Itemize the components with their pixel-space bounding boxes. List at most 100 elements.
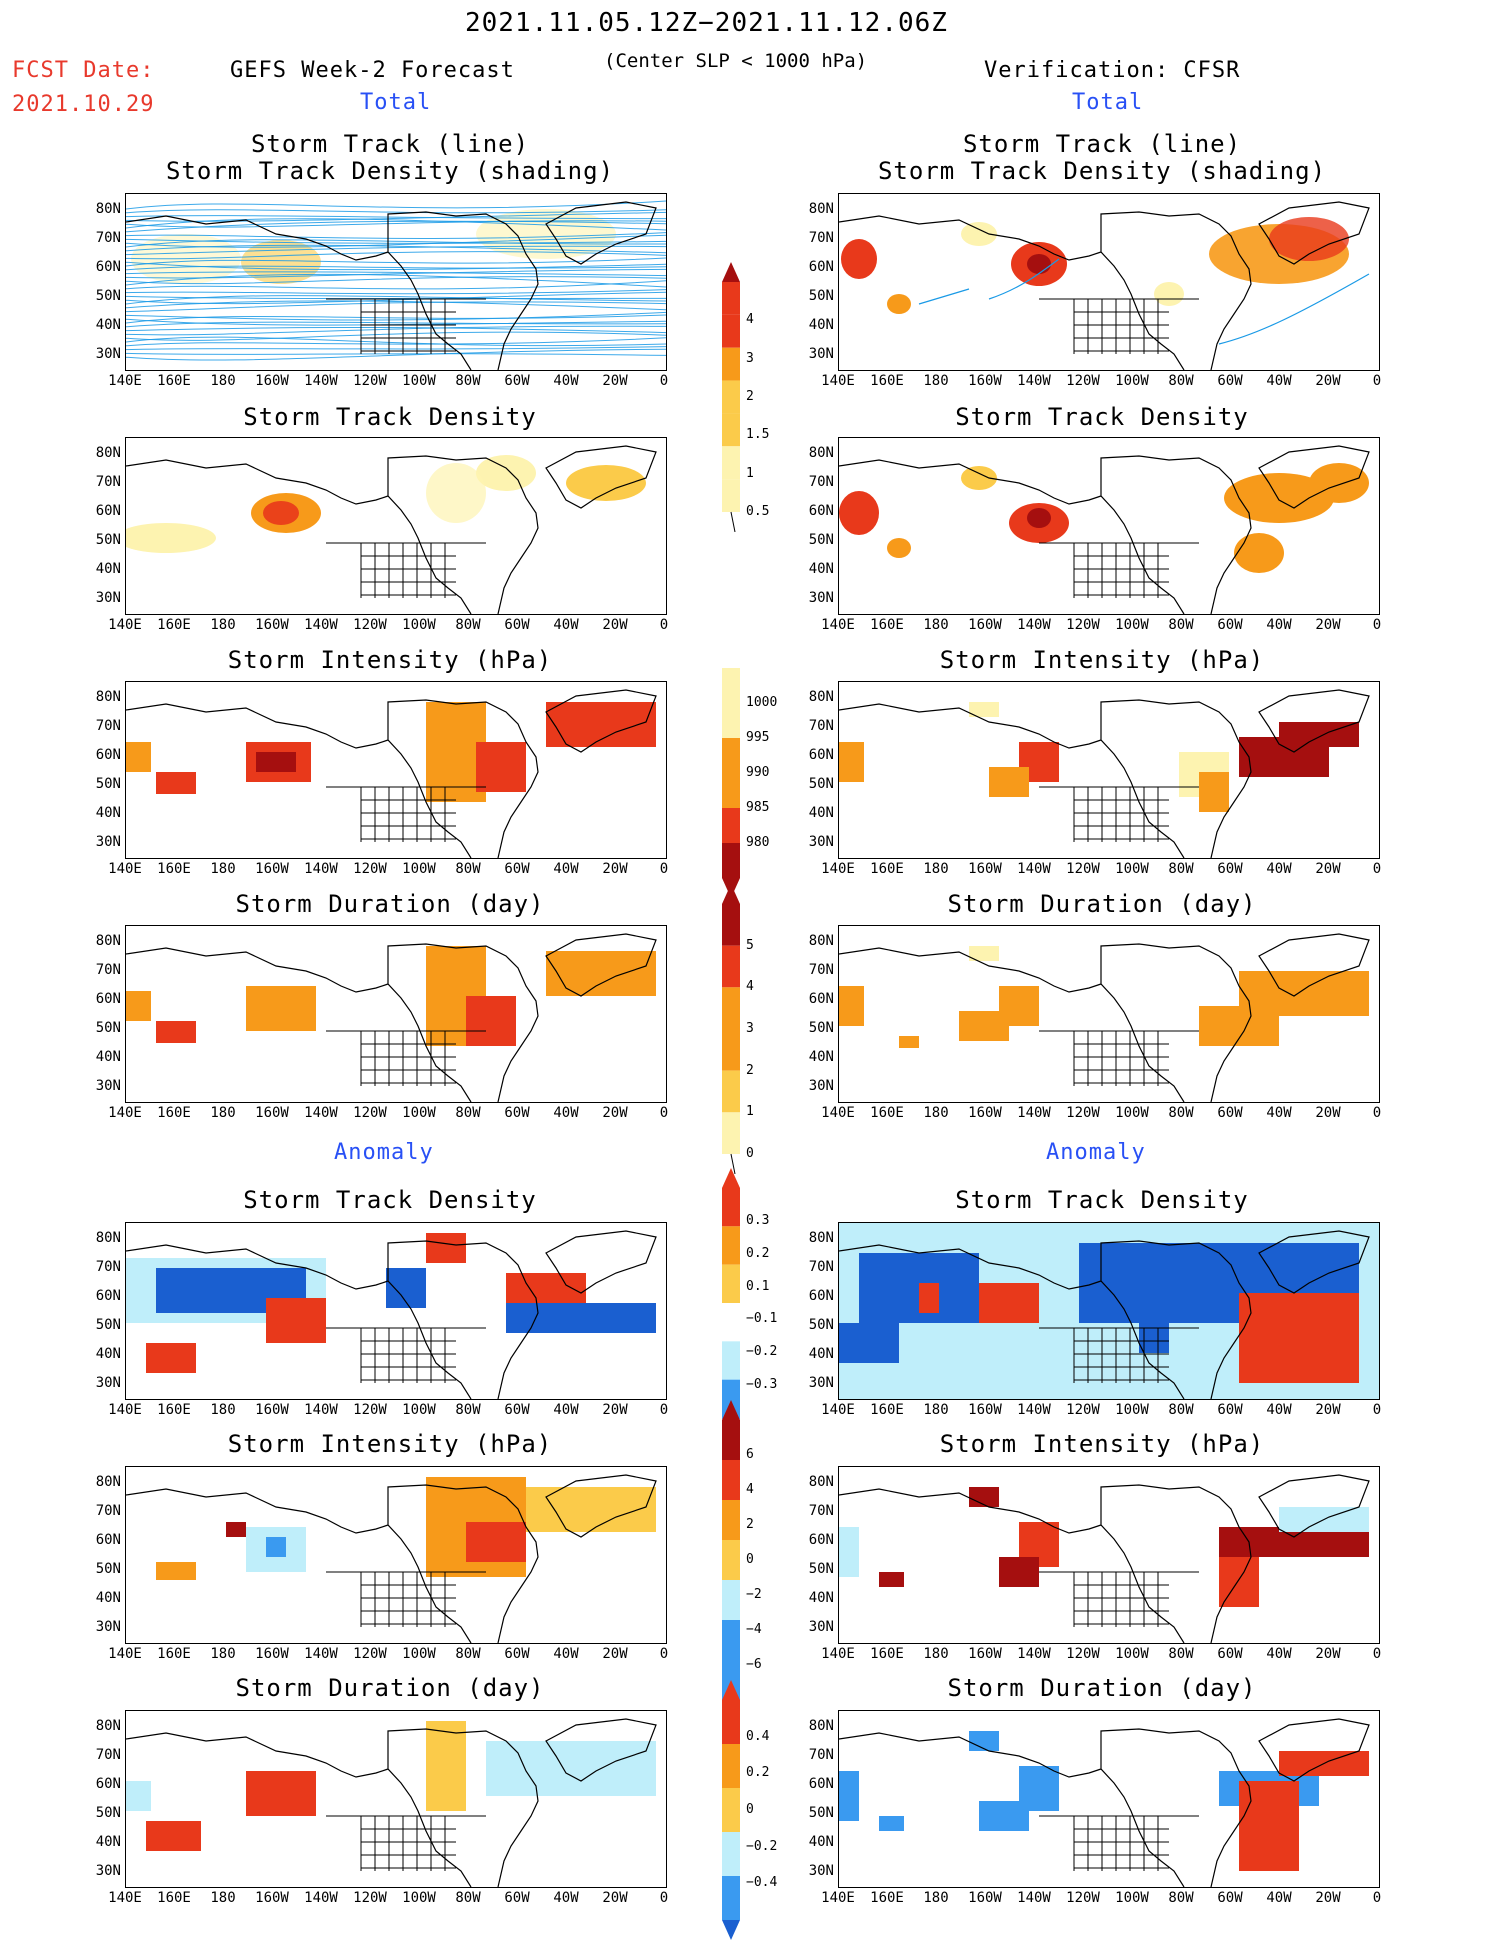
fcst-date-value: 2021.10.29 (12, 92, 155, 117)
lat-label: 40N (95, 1834, 121, 1850)
lon-label: 40W (1266, 1890, 1292, 1906)
lon-label: 20W (1315, 861, 1341, 877)
lon-label: 20W (1315, 617, 1341, 633)
colorbar-tick: 1 (746, 465, 754, 481)
lon-label: 160E (870, 373, 904, 389)
lon-label: 80W (455, 617, 481, 633)
lon-label: 180 (923, 373, 949, 389)
lat-label: 40N (95, 561, 121, 577)
title-density-anom-right: Storm Track Density (955, 1186, 1249, 1214)
left-title: GEFS Week-2 Forecast (230, 58, 515, 83)
lon-label: 120W (353, 1646, 387, 1662)
map-plot (839, 933, 1370, 1102)
lon-label: 60W (1217, 1890, 1243, 1906)
title-duration-right: Storm Duration (day) (947, 890, 1257, 918)
colorbar-tick: 5 (746, 937, 754, 953)
lon-label: 120W (353, 861, 387, 877)
lon-label: 160E (870, 1402, 904, 1418)
lat-label: 30N (95, 1863, 121, 1879)
lat-label: 50N (95, 776, 121, 792)
lon-label: 160W (968, 1890, 1002, 1906)
lat-label: 60N (808, 1532, 834, 1548)
map-plot (126, 1474, 657, 1643)
lon-label: 180 (923, 1890, 949, 1906)
title-duration-anom-left: Storm Duration (day) (235, 1674, 545, 1702)
lon-label: 20W (1315, 1402, 1341, 1418)
lat-label: 70N (808, 962, 834, 978)
lon-label: 80W (455, 1890, 481, 1906)
lon-label: 0 (659, 1105, 669, 1121)
colorbar-tick: 995 (746, 730, 770, 745)
lat-label: 50N (808, 532, 834, 548)
lon-label: 180 (210, 373, 236, 389)
lat-label: 30N (808, 1375, 834, 1391)
fcst-date-label: FCST Date: (12, 58, 155, 83)
lon-label: 0 (659, 861, 669, 877)
lon-label: 20W (1315, 1890, 1341, 1906)
lon-label: 20W (602, 1890, 628, 1906)
lon-label: 160W (968, 373, 1002, 389)
colorbar-tick: 4 (746, 1482, 754, 1497)
lon-label: 160E (157, 861, 191, 877)
lon-label: 180 (923, 1105, 949, 1121)
lat-label: 60N (95, 259, 121, 275)
lon-label: 20W (1315, 1646, 1341, 1662)
lon-label: 40W (1266, 861, 1292, 877)
lon-label: 60W (1217, 1105, 1243, 1121)
map-panel-verification-6 (838, 1466, 1380, 1644)
lat-label: 50N (95, 288, 121, 304)
lon-label: 40W (553, 373, 579, 389)
lon-label: 60W (504, 1646, 530, 1662)
lon-label: 140E (821, 373, 855, 389)
lon-label: 160W (255, 1646, 289, 1662)
anomaly-label-right: Anomaly (1046, 1140, 1146, 1165)
lon-label: 100W (402, 617, 436, 633)
lon-label: 160W (255, 1105, 289, 1121)
title-duration-anom-right: Storm Duration (day) (947, 1674, 1257, 1702)
colorbar-tick: 4 (746, 312, 754, 328)
lat-label: 60N (808, 259, 834, 275)
lon-label: 100W (402, 1890, 436, 1906)
colorbar-tick: 3 (746, 1021, 754, 1036)
lat-label: 40N (95, 317, 121, 333)
lat-label: 80N (808, 933, 834, 949)
lon-label: 140E (108, 1890, 142, 1906)
lon-label: 20W (602, 617, 628, 633)
lon-label: 140W (1017, 1105, 1051, 1121)
lat-label: 50N (95, 1561, 121, 1577)
colorbar-tick: −0.3 (746, 1377, 778, 1393)
map-plot (126, 689, 657, 858)
colorbar-tick: 4 (746, 979, 754, 995)
map-panel-verification-2 (838, 437, 1380, 615)
lon-label: 140E (108, 617, 142, 633)
lon-label: 100W (1115, 1402, 1149, 1418)
lat-label: 60N (808, 991, 834, 1007)
title-track-density-shading-right: Storm Track Density (shading) (877, 157, 1327, 185)
lon-label: 0 (1372, 861, 1382, 877)
map-panel-verification-7 (838, 1710, 1380, 1888)
lon-label: 80W (1168, 1105, 1194, 1121)
lon-label: 80W (455, 1402, 481, 1418)
lon-label: 180 (210, 1105, 236, 1121)
colorbar-intensity-total: 1000 995 990 985 980 (722, 648, 792, 902)
title-density-right: Storm Track Density (955, 403, 1249, 431)
colorbar-duration-anom: 0.4 0.2 0 −0.2 −0.4 (722, 1680, 792, 1944)
lat-label: 60N (808, 503, 834, 519)
lon-label: 140W (1017, 617, 1051, 633)
lon-label: 140W (304, 617, 338, 633)
lon-label: 60W (1217, 1402, 1243, 1418)
lon-label: 180 (923, 861, 949, 877)
lat-label: 30N (95, 346, 121, 362)
colorbar-tick: 2 (746, 389, 754, 404)
lat-label: 80N (808, 1718, 834, 1734)
lat-label: 40N (808, 1346, 834, 1362)
map-plot (126, 1230, 657, 1399)
lon-label: 60W (1217, 617, 1243, 633)
map-plot (839, 445, 1370, 614)
lon-label: 180 (923, 1646, 949, 1662)
colorbar-tick: 0.1 (746, 1278, 770, 1294)
lat-label: 50N (808, 1317, 834, 1333)
total-label-right: Total (1072, 90, 1144, 115)
lat-label: 50N (95, 1805, 121, 1821)
lon-label: 40W (553, 617, 579, 633)
